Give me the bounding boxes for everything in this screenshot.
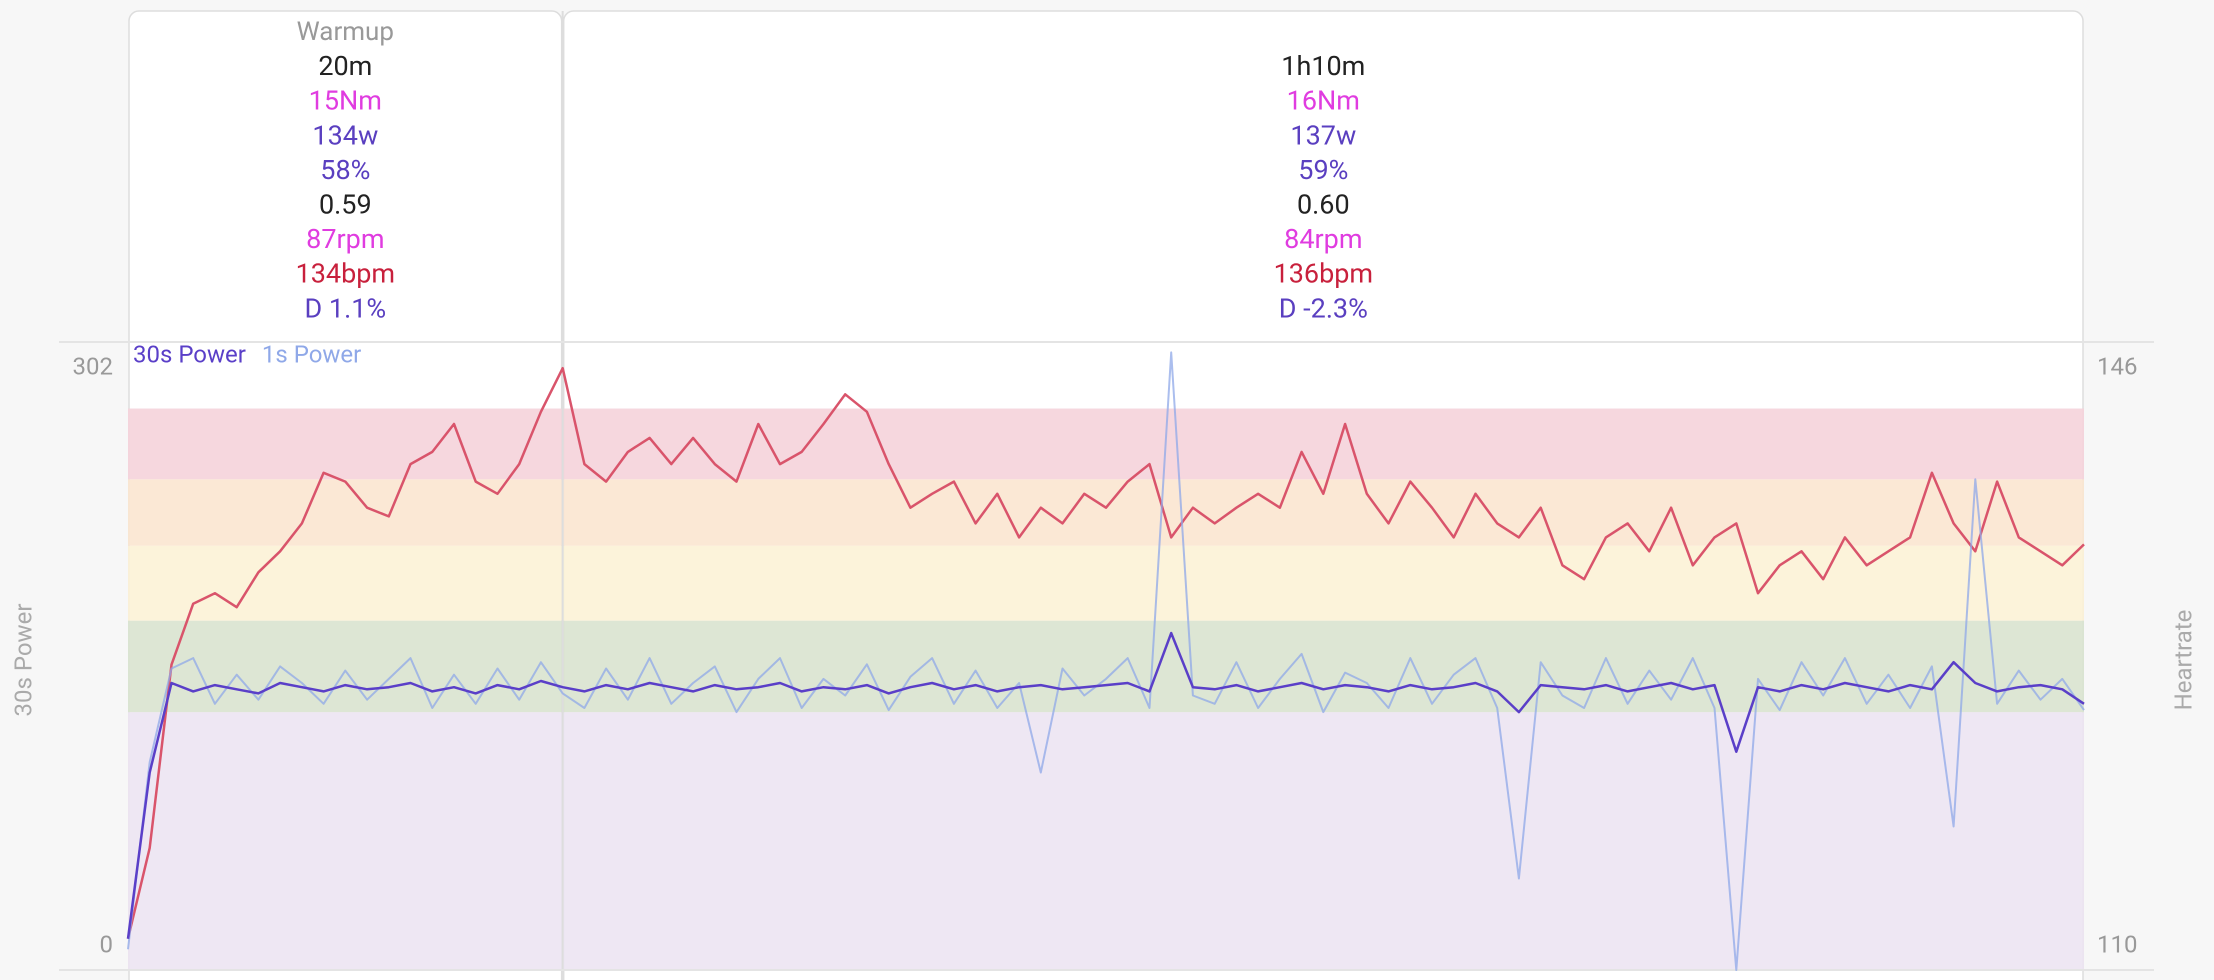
interval-stat: 137w xyxy=(1290,119,1356,151)
legend-entry: 1s Power xyxy=(262,340,361,368)
y2-tick-label: 110 xyxy=(2097,930,2137,958)
interval-stat: 0.60 xyxy=(1297,189,1350,221)
power-zone xyxy=(128,545,2084,621)
power-zone xyxy=(128,620,2084,713)
power-zone xyxy=(128,408,2084,480)
interval-stat: D 1.1% xyxy=(304,292,386,324)
series-line xyxy=(126,631,2085,939)
interval-stat: 134bpm xyxy=(296,258,396,290)
y2-axis-label: Heartrate xyxy=(2169,610,2197,711)
y2-tick-label: 146 xyxy=(2097,352,2137,380)
interval-stat: 16Nm xyxy=(1287,85,1360,117)
interval-stat: 20m xyxy=(318,50,372,82)
interval-stat: 0.59 xyxy=(319,189,372,221)
series-line xyxy=(126,366,2085,939)
interval-stat: 136bpm xyxy=(1274,258,1374,290)
interval-stat: D -2.3% xyxy=(1279,292,1368,324)
interval-stat: 84rpm xyxy=(1284,223,1362,255)
power-zone xyxy=(128,712,2084,970)
series-line xyxy=(127,351,2085,971)
interval-stat: 134w xyxy=(312,119,378,151)
interval-stat: 87rpm xyxy=(306,223,384,255)
interval-stat: 59% xyxy=(1298,154,1348,186)
y-tick-label: 302 xyxy=(73,352,113,380)
y-tick-label: 0 xyxy=(100,930,114,958)
interval-stat: 58% xyxy=(320,154,370,186)
y-axis-label: 30s Power xyxy=(9,604,37,717)
interval-stat: 1h10m xyxy=(1281,50,1365,82)
interval-stat: 15Nm xyxy=(309,85,382,117)
legend-entry: 30s Power xyxy=(133,340,246,368)
interval-title: Warmup xyxy=(297,17,394,47)
power-zone xyxy=(128,479,2084,546)
